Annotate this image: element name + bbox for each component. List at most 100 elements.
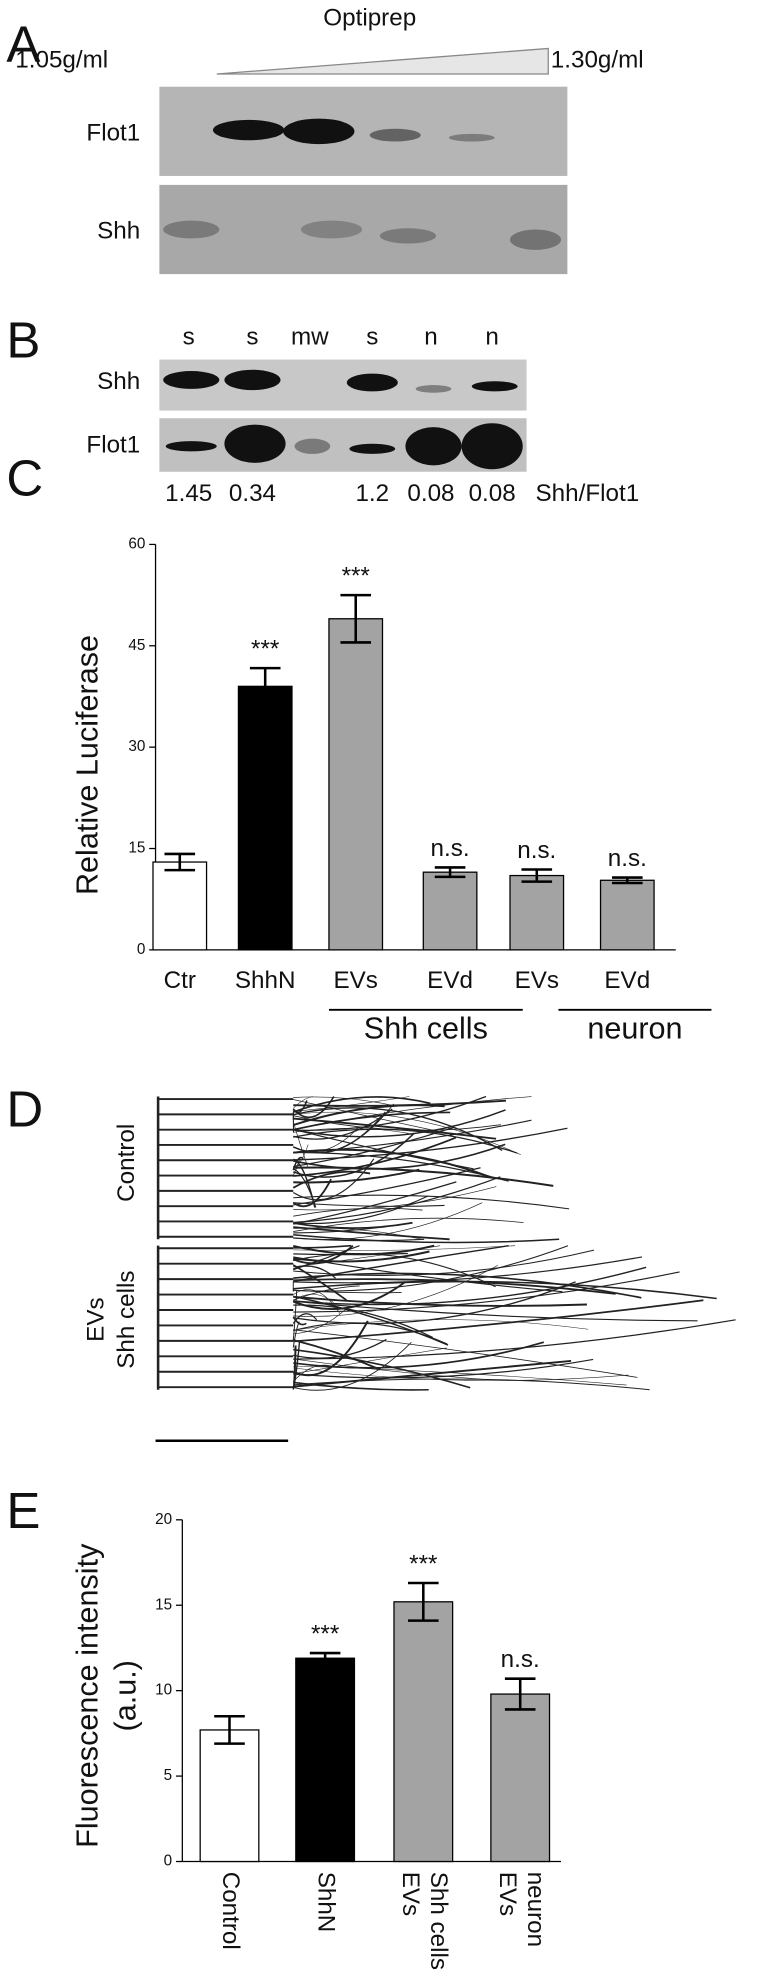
- panel-label: C: [6, 449, 43, 506]
- axon: [293, 1338, 387, 1359]
- bar: [199, 1729, 260, 1863]
- ratio-value: 0.08: [407, 480, 454, 507]
- axon: [293, 1111, 521, 1156]
- axon: [293, 1266, 647, 1306]
- row-label: EVs: [82, 1297, 109, 1341]
- gradient-triangle: [216, 47, 549, 75]
- axon: [293, 1271, 680, 1313]
- y-tick-label: 20: [155, 1511, 172, 1528]
- axon: [293, 1227, 423, 1240]
- axon: [293, 1096, 397, 1107]
- x-tick-label: neuron: [522, 1872, 549, 1947]
- lane-label: s: [366, 323, 378, 350]
- group-label: Shh cells: [364, 1011, 488, 1045]
- ratio-value: 0.34: [229, 480, 276, 507]
- ratio-value: 1.45: [165, 480, 212, 507]
- neuron-image: [156, 1095, 736, 1391]
- axon: [293, 1099, 448, 1134]
- axon: [293, 1234, 560, 1244]
- significance: n.s.: [608, 845, 647, 872]
- significance: n.s.: [517, 837, 556, 864]
- axon: [293, 1280, 717, 1300]
- bar: [237, 685, 293, 951]
- y-axis-label: (a.u.): [109, 1660, 143, 1731]
- axon: [293, 1289, 341, 1314]
- bar: [328, 618, 384, 951]
- significance: ***: [311, 1621, 340, 1648]
- axon: [293, 1253, 496, 1288]
- bar: [490, 1693, 551, 1863]
- axon: [293, 1299, 704, 1343]
- bar: [295, 1657, 356, 1863]
- blot-bands: [163, 369, 523, 470]
- blot-bands: [163, 118, 561, 250]
- axon: [293, 1256, 563, 1293]
- panel-label: A: [6, 16, 40, 73]
- density-label: 1.05g/ml: [15, 47, 108, 74]
- y-tick-label: 15: [128, 840, 145, 857]
- axon: [293, 1107, 503, 1152]
- row-label: Control: [113, 1124, 140, 1202]
- error-bar: [214, 1715, 245, 1745]
- axon: [293, 1128, 474, 1170]
- axon: [293, 1176, 501, 1224]
- axon: [292, 1345, 297, 1389]
- row-label: Flot1: [86, 432, 140, 459]
- y-axis-label: Relative Luciferase: [70, 635, 104, 895]
- axon: [292, 1170, 371, 1189]
- axon: [293, 1308, 347, 1335]
- bar: [509, 874, 565, 951]
- row-label: Shh cells: [113, 1270, 140, 1368]
- x-tick-label: Ctr: [164, 967, 196, 994]
- axon: [293, 1339, 381, 1371]
- axon: [292, 1096, 431, 1113]
- axon: [293, 1300, 698, 1322]
- axon: [293, 1109, 506, 1138]
- bar: [599, 879, 655, 951]
- significance: n.s.: [431, 835, 470, 862]
- axon: [293, 1381, 429, 1391]
- y-tick-label: 15: [155, 1596, 172, 1613]
- y-tick-label: 60: [128, 535, 145, 552]
- bar: [152, 861, 208, 951]
- lane-label: s: [246, 323, 258, 350]
- axon: [293, 1304, 433, 1339]
- axon: [293, 1217, 524, 1233]
- axon: [293, 1244, 509, 1283]
- y-tick-label: 30: [128, 738, 145, 755]
- x-tick-label: Control: [217, 1872, 244, 1950]
- axon: [293, 1181, 457, 1225]
- axon: [293, 1272, 642, 1299]
- x-tick-label: ShhN: [313, 1872, 340, 1933]
- axon: [293, 1319, 736, 1360]
- axon: [293, 1096, 410, 1112]
- axon: [293, 1348, 471, 1389]
- error-bar: [504, 1677, 536, 1711]
- blot: [159, 184, 568, 275]
- ratio-label: Shh/Flot1: [536, 480, 640, 507]
- error-bar: [521, 868, 553, 883]
- axon: [293, 1096, 532, 1130]
- axon: [293, 1358, 485, 1380]
- significance: n.s.: [501, 1646, 540, 1673]
- axon: [292, 1281, 406, 1311]
- error-bar: [434, 866, 466, 879]
- axon: [293, 1186, 497, 1211]
- axon: [292, 1096, 335, 1119]
- axon: [293, 1195, 429, 1225]
- y-tick-label: 45: [128, 637, 145, 654]
- axon: [293, 1202, 483, 1240]
- axon: [293, 1341, 412, 1391]
- axon: [292, 1158, 316, 1208]
- axon: [293, 1115, 501, 1131]
- error-bar: [249, 666, 281, 706]
- axon: [293, 1221, 413, 1229]
- panel-label: B: [6, 312, 40, 369]
- group-label: neuron: [587, 1011, 682, 1045]
- row-label: Flot1: [86, 119, 140, 146]
- ratio-value: 0.08: [469, 480, 516, 507]
- x-tick-label: EVs: [397, 1872, 424, 1916]
- y-tick-label: 5: [164, 1767, 173, 1784]
- bar: [422, 871, 478, 951]
